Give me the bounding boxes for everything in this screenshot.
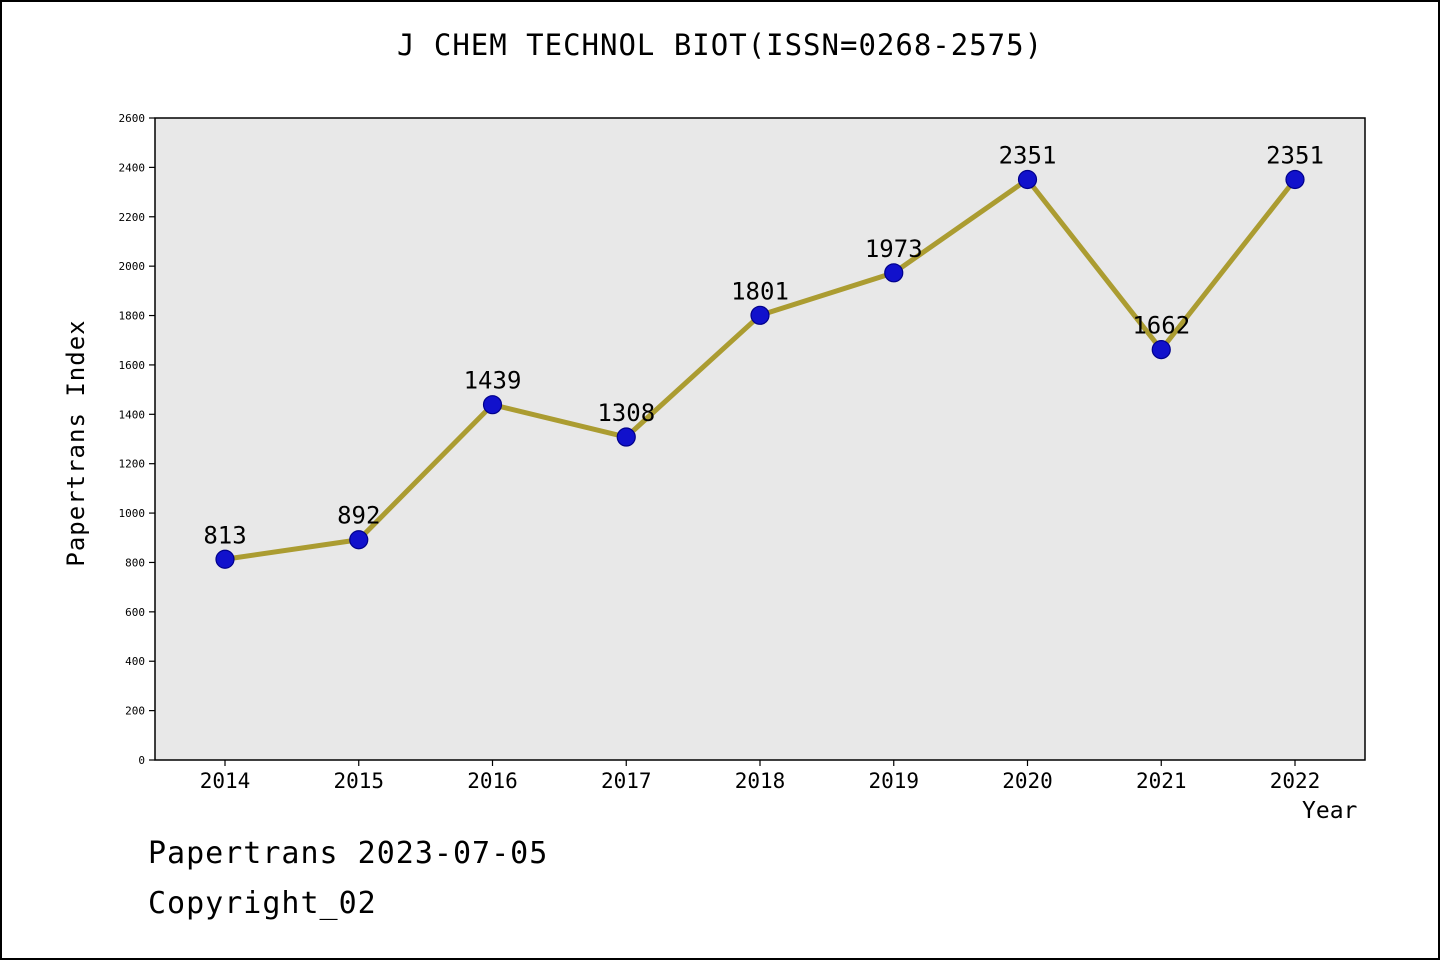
data-point-label: 1801 (731, 277, 789, 305)
data-point-label: 1973 (865, 235, 923, 263)
data-point-label: 813 (203, 521, 246, 549)
data-point (750, 305, 770, 325)
y-tick-label: 200 (125, 705, 145, 718)
y-tick-label: 1200 (119, 458, 146, 471)
data-point-label: 1662 (1132, 312, 1190, 340)
y-axis-label: Papertrans Index (62, 319, 90, 567)
x-tick-label: 2017 (601, 769, 652, 793)
y-tick-label: 2400 (119, 161, 146, 174)
y-tick-label: 2000 (119, 260, 146, 273)
data-point-label: 2351 (1266, 141, 1324, 169)
x-tick-label: 2016 (467, 769, 518, 793)
x-tick-label: 2015 (333, 769, 384, 793)
plot-area (154, 117, 1366, 761)
data-point-label: 1308 (597, 399, 655, 427)
data-point (616, 427, 636, 447)
y-tick-label: 1400 (119, 408, 146, 421)
y-tick-label: 600 (125, 606, 145, 619)
data-point (349, 530, 369, 550)
x-axis-label: Year (1302, 798, 1358, 824)
y-tick-label: 800 (125, 556, 145, 569)
data-point (1151, 340, 1171, 360)
data-point (482, 395, 503, 415)
data-point (884, 263, 904, 283)
x-tick-label: 2019 (868, 769, 919, 793)
data-point (1017, 169, 1038, 190)
x-tick-label: 2014 (200, 769, 251, 793)
chart-title: J CHEM TECHNOL BIOT(ISSN=0268-2575) (396, 28, 1044, 62)
y-tick-label: 1000 (119, 507, 146, 520)
data-point-label: 892 (337, 502, 380, 530)
data-point (215, 549, 235, 569)
data-point (1285, 169, 1305, 190)
y-tick-label: 1800 (119, 310, 146, 323)
y-tick-label: 400 (125, 655, 145, 668)
footer-copyright: Copyright_02 (148, 886, 377, 921)
y-tick-label: 2600 (119, 112, 146, 125)
data-point-label: 2351 (999, 141, 1057, 169)
x-tick-label: 2018 (735, 769, 786, 793)
x-tick-label: 2021 (1136, 769, 1187, 793)
y-tick-label: 1600 (119, 359, 146, 372)
data-point-label: 1439 (464, 367, 522, 395)
x-tick-label: 2022 (1270, 769, 1321, 793)
x-tick-label: 2020 (1002, 769, 1053, 793)
y-tick-label: 0 (138, 754, 145, 767)
y-tick-label: 2200 (119, 211, 146, 224)
footer-date: Papertrans 2023-07-05 (148, 836, 549, 871)
